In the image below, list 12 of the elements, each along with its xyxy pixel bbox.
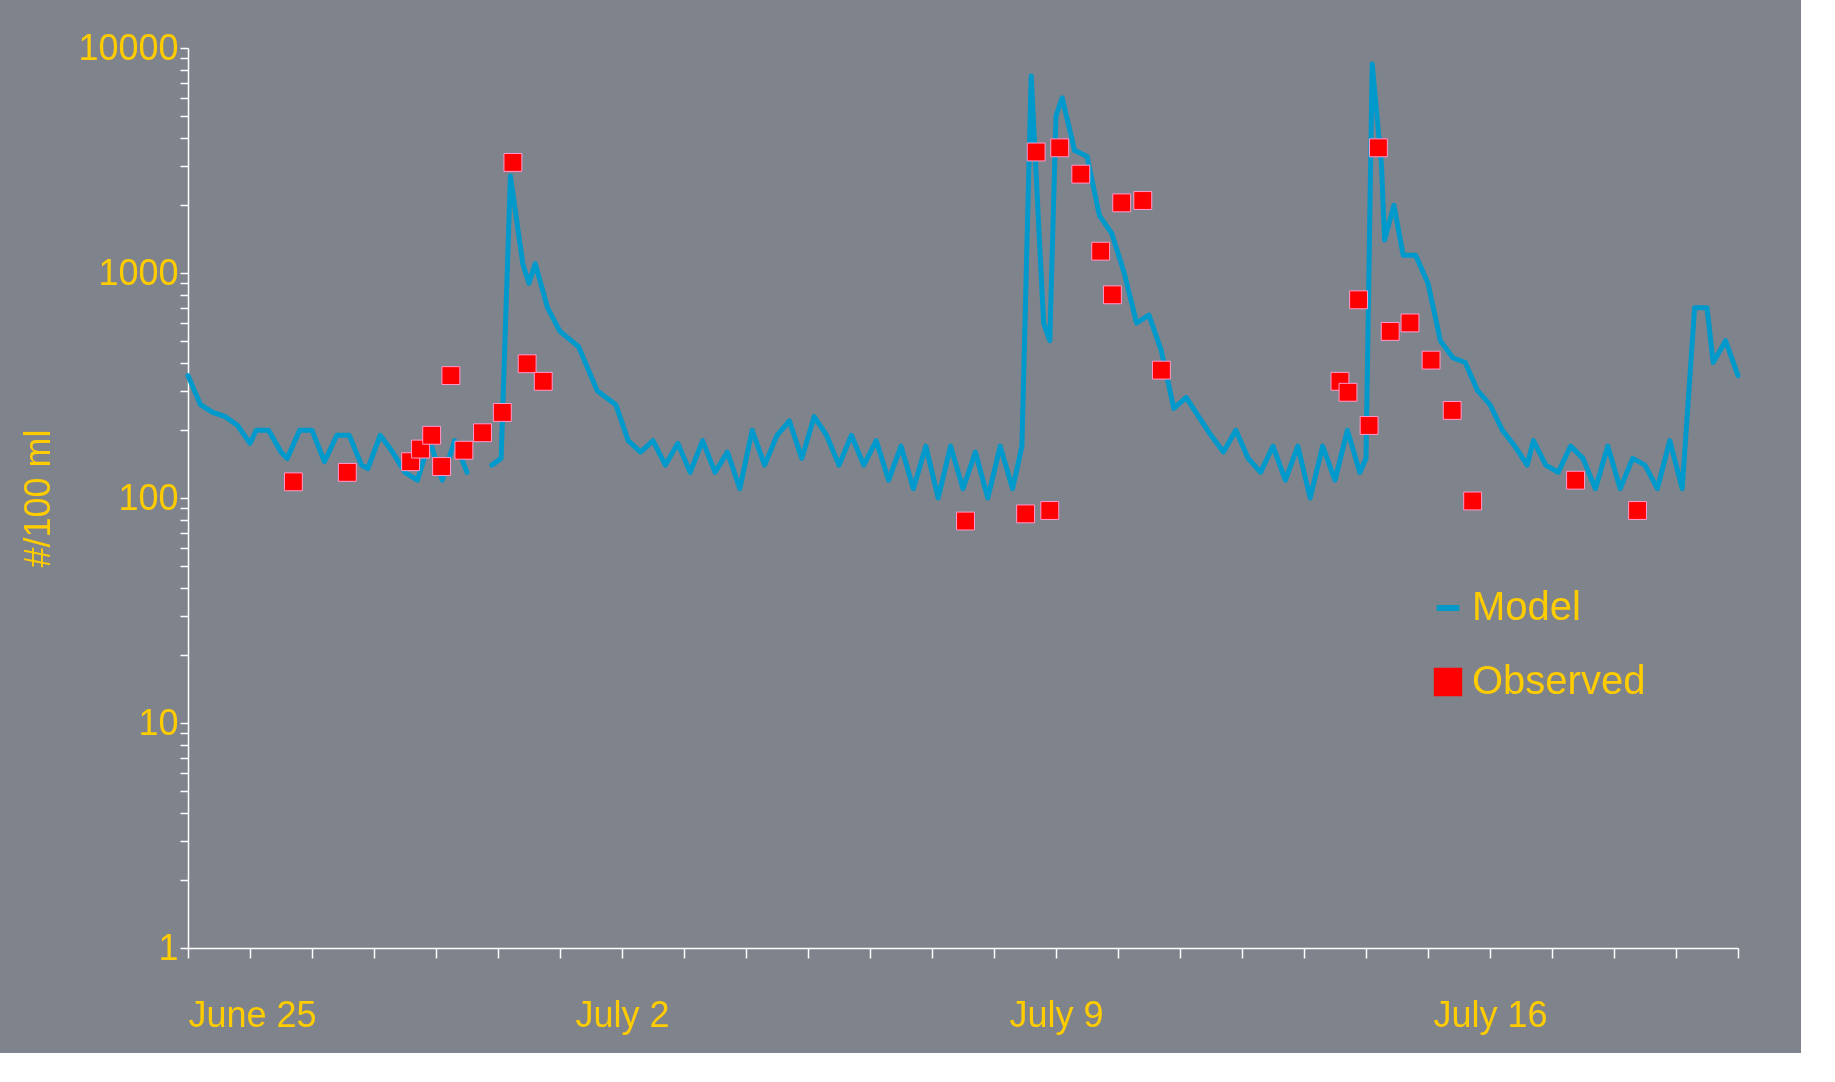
- x-tick-label: July 2: [575, 993, 670, 1035]
- y-tick-label: 10000: [78, 26, 179, 68]
- y-tick-label: 1: [158, 926, 179, 968]
- x-tick-label: July 9: [1009, 993, 1104, 1035]
- x-tick-label: June 25: [188, 993, 317, 1035]
- legend-label: Observed: [1472, 658, 1646, 702]
- y-tick-label: 10: [138, 701, 179, 743]
- x-tick-label: July 16: [1433, 993, 1548, 1035]
- y-axis-title: #/100 ml: [17, 429, 59, 568]
- y-tick-label: 100: [118, 476, 179, 518]
- legend-label: Model: [1472, 584, 1581, 628]
- y-tick-label: 1000: [98, 251, 179, 293]
